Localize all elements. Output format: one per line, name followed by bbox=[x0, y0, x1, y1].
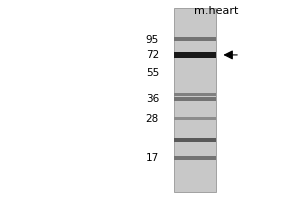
Text: 95: 95 bbox=[146, 35, 159, 45]
Bar bbox=[174, 156, 216, 160]
Bar bbox=[174, 97, 216, 101]
Bar bbox=[174, 37, 216, 41]
Text: m.heart: m.heart bbox=[194, 6, 238, 16]
Bar bbox=[174, 138, 216, 142]
Bar bbox=[174, 117, 216, 120]
Bar bbox=[174, 53, 216, 57]
Bar bbox=[174, 93, 216, 96]
Bar bbox=[174, 52, 216, 58]
Text: 28: 28 bbox=[146, 114, 159, 124]
Text: 17: 17 bbox=[146, 153, 159, 163]
Text: 36: 36 bbox=[146, 94, 159, 104]
Text: 55: 55 bbox=[146, 68, 159, 78]
Bar bbox=[174, 8, 216, 192]
Text: 72: 72 bbox=[146, 50, 159, 60]
